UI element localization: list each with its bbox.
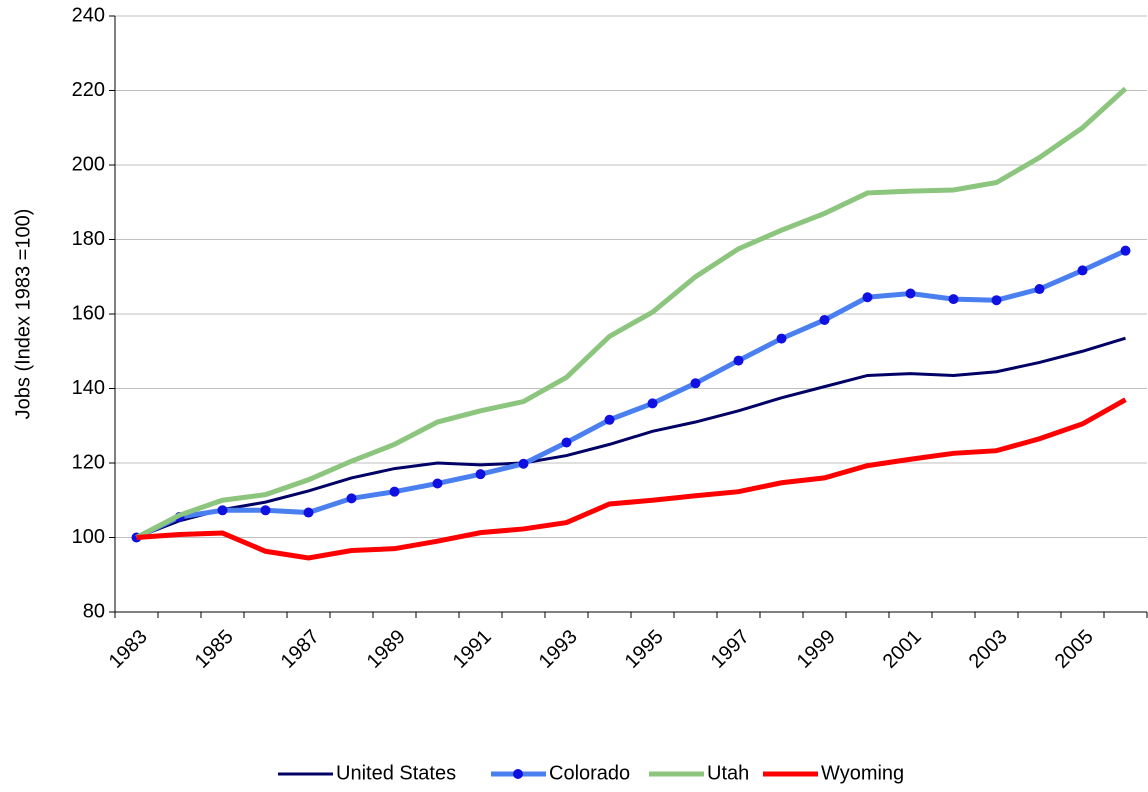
y-tick-label: 100	[72, 526, 105, 548]
x-tick-label: 1987	[277, 626, 324, 673]
series-line	[135, 86, 1128, 540]
x-tick-label: 1993	[535, 626, 582, 673]
x-tick-label: 2005	[1051, 626, 1098, 673]
point-marker	[819, 314, 830, 325]
y-tick-label: 160	[72, 302, 105, 324]
point-marker	[303, 507, 314, 518]
point-marker	[733, 355, 744, 366]
point-marker	[776, 333, 787, 344]
point-marker	[991, 295, 1002, 306]
legend-label: United States	[336, 762, 456, 784]
point-marker	[604, 414, 615, 425]
point-marker	[260, 505, 271, 516]
x-tick-label: 1995	[621, 626, 668, 673]
point-marker	[561, 437, 572, 448]
point-marker	[690, 378, 701, 389]
point-marker	[905, 288, 916, 299]
x-tick-label: 2003	[965, 626, 1012, 673]
point-marker	[948, 294, 959, 305]
point-marker	[862, 292, 873, 303]
y-tick-label: 200	[72, 153, 105, 175]
y-tick-label: 80	[83, 600, 105, 622]
point-marker	[1077, 265, 1088, 276]
series-line	[135, 336, 1126, 539]
y-tick-label: 140	[72, 377, 105, 399]
legend-label: Utah	[707, 762, 749, 784]
x-tick-label: 1985	[191, 626, 238, 673]
point-marker	[647, 398, 658, 409]
point-marker	[1120, 245, 1131, 256]
legend-label: Colorado	[549, 762, 630, 784]
point-marker	[1034, 284, 1045, 295]
point-marker	[346, 493, 357, 504]
point-marker	[389, 486, 400, 497]
y-tick-label: 220	[72, 79, 105, 101]
legend-marker	[513, 769, 523, 779]
x-tick-label: 2001	[879, 626, 926, 673]
point-marker	[432, 478, 443, 489]
x-tick-label: 1989	[363, 626, 410, 673]
x-tick-label: 1991	[449, 626, 496, 673]
series-line	[136, 397, 1127, 561]
point-marker	[475, 469, 486, 480]
y-tick-label: 120	[72, 451, 105, 473]
series-line	[135, 248, 1127, 540]
y-tick-label: 180	[72, 228, 105, 250]
point-marker	[518, 458, 529, 469]
y-tick-label: 240	[72, 4, 105, 26]
legend-label: Wyoming	[821, 762, 904, 784]
x-tick-label: 1983	[105, 626, 152, 673]
x-tick-label: 1997	[707, 626, 754, 673]
x-tick-label: 1999	[793, 626, 840, 673]
point-marker	[217, 505, 228, 516]
y-axis-label: Jobs (Index 1983 =100)	[12, 209, 34, 420]
